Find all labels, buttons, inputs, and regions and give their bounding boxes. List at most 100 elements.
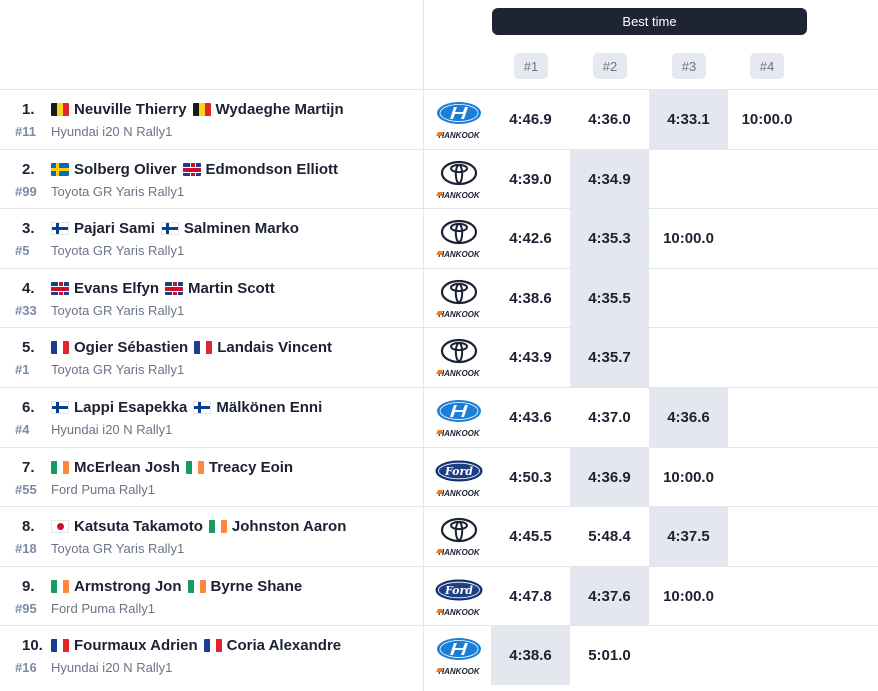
- run-header-2[interactable]: #2: [593, 53, 627, 79]
- flag-ie-icon: [208, 520, 227, 534]
- flag-fr-icon: [194, 341, 213, 355]
- table-row[interactable]: 7. #55 McErlean Josh Treacy Eoin Ford Pu…: [0, 446, 878, 507]
- car-model: Hyundai i20 N Rally1: [51, 422, 173, 437]
- car-number: #55: [15, 481, 37, 497]
- codriver-name[interactable]: Salminen Marko: [183, 220, 299, 238]
- run-header-3[interactable]: #3: [672, 53, 706, 79]
- table-row[interactable]: 1. #11 Neuville Thierry Wydaeghe Martijn…: [0, 89, 878, 149]
- column-divider: [423, 0, 424, 691]
- crew[interactable]: Solberg Oliver Edmondson Elliott: [51, 161, 344, 178]
- run-time-1: 4:46.9: [509, 111, 552, 128]
- driver-name[interactable]: McErlean Josh: [74, 458, 180, 476]
- table-row[interactable]: 8. #18 Katsuta Takamoto Johnston Aaron T…: [0, 506, 878, 567]
- flag-ie-icon: [51, 460, 69, 474]
- run-time-2: 4:35.7: [570, 328, 649, 388]
- flag-fi-icon: [193, 401, 212, 414]
- codriver-name[interactable]: Edmondson Elliott: [205, 160, 339, 178]
- svg-text:HANKOOK: HANKOOK: [438, 310, 481, 319]
- driver-name[interactable]: Ogier Sébastien: [74, 339, 189, 357]
- hyundai-logo-icon: HANKOOK: [436, 102, 481, 140]
- toyota-logo-icon: HANKOOK: [436, 518, 481, 557]
- driver-name[interactable]: Evans Elfyn: [74, 279, 160, 297]
- codriver-name[interactable]: Martin Scott: [188, 279, 275, 297]
- codriver-name[interactable]: Wydaeghe Martijn: [215, 101, 344, 118]
- codriver-name[interactable]: Byrne Shane: [210, 577, 303, 595]
- crew[interactable]: Ogier Sébastien Landais Vincent: [51, 339, 338, 356]
- run-time-2: 4:36.0: [588, 111, 631, 128]
- flag-ie-icon: [51, 579, 69, 593]
- run-time-3: [649, 626, 728, 685]
- codriver-name[interactable]: Mälkönen Enni: [216, 399, 323, 416]
- run-time-4: [728, 626, 806, 685]
- toyota-logo-icon: HANKOOK: [436, 220, 481, 259]
- flag-fi-icon: [51, 222, 69, 236]
- driver-name[interactable]: Armstrong Jon: [74, 577, 182, 595]
- svg-text:HANKOOK: HANKOOK: [438, 250, 481, 259]
- car-number: #95: [15, 600, 37, 616]
- run-time-2: 4:37.0: [588, 409, 631, 426]
- table-row[interactable]: 3. #5 Pajari Sami Salminen Marko Toyota …: [0, 208, 878, 269]
- driver-name[interactable]: Solberg Oliver: [74, 160, 177, 178]
- table-row[interactable]: 9. #95 Armstrong Jon Byrne Shane Ford Pu…: [0, 565, 878, 626]
- crew[interactable]: Lappi Esapekka Mälkönen Enni: [51, 399, 328, 416]
- crew[interactable]: Pajari Sami Salminen Marko: [51, 220, 305, 237]
- flag-gb-icon: [182, 162, 201, 176]
- table-row[interactable]: 2. #99 Solberg Oliver Edmondson Elliott …: [0, 148, 878, 209]
- car-number: #18: [15, 541, 37, 557]
- run-time-3: [649, 150, 728, 209]
- flag-ie-icon: [187, 579, 206, 593]
- table-row[interactable]: 10. #16 Fourmaux Adrien Coria Alexandre …: [0, 625, 878, 686]
- driver-name[interactable]: Pajari Sami: [74, 220, 155, 238]
- flag-fr-icon: [51, 639, 69, 653]
- car-model: Toyota GR Yaris Rally1: [51, 302, 185, 318]
- svg-text:HANKOOK: HANKOOK: [438, 191, 481, 200]
- crew[interactable]: McErlean Josh Treacy Eoin: [51, 459, 299, 476]
- driver-name[interactable]: Katsuta Takamoto: [74, 518, 203, 536]
- run-time-4: [728, 269, 806, 328]
- run-header-4[interactable]: #4: [750, 53, 784, 79]
- crew[interactable]: Armstrong Jon Byrne Shane: [51, 578, 308, 595]
- codriver-name[interactable]: Coria Alexandre: [226, 637, 342, 655]
- codriver-name[interactable]: Landais Vincent: [217, 339, 332, 357]
- hyundai-logo-icon: HANKOOK: [436, 400, 481, 438]
- toyota-logo-icon: HANKOOK: [436, 279, 481, 319]
- car-number: #33: [15, 302, 37, 318]
- position: 8.: [22, 518, 35, 536]
- driver-name[interactable]: Fourmaux Adrien: [74, 637, 198, 655]
- table-row[interactable]: 4. #33 Evans Elfyn Martin Scott Toyota G…: [0, 267, 878, 328]
- run-time-2: 4:36.9: [570, 447, 649, 507]
- codriver-name[interactable]: Treacy Eoin: [208, 458, 294, 476]
- run-time-2: 5:48.4: [588, 528, 631, 546]
- run-time-2: 4:35.3: [570, 209, 649, 269]
- driver-name[interactable]: Lappi Esapekka: [74, 399, 188, 416]
- run-time-4: [728, 448, 806, 507]
- table-row[interactable]: 6. #4 Lappi Esapekka Mälkönen Enni Hyund…: [0, 387, 878, 447]
- ford-logo-icon: Ford HANKOOK: [435, 460, 483, 498]
- run-time-4: [728, 209, 806, 268]
- crew[interactable]: Evans Elfyn Martin Scott: [51, 280, 281, 297]
- toyota-logo-icon: HANKOOK: [436, 160, 481, 200]
- flag-jp-icon: [51, 520, 69, 534]
- crew[interactable]: Neuville Thierry Wydaeghe Martijn: [51, 101, 350, 118]
- crew[interactable]: Katsuta Takamoto Johnston Aaron: [51, 518, 352, 535]
- run-time-1: 4:43.6: [509, 409, 552, 426]
- run-time-4: [728, 150, 806, 209]
- svg-text:HANKOOK: HANKOOK: [438, 608, 481, 617]
- best-time-header: Best time: [492, 8, 807, 35]
- car-model: Toyota GR Yaris Rally1: [51, 362, 185, 378]
- codriver-name[interactable]: Johnston Aaron: [231, 518, 347, 536]
- run-time-4: [728, 328, 806, 387]
- car-number: #99: [15, 183, 37, 199]
- run-header-1[interactable]: #1: [514, 53, 548, 79]
- flag-gb-icon: [51, 281, 69, 295]
- flag-fi-icon: [51, 401, 69, 414]
- flag-se-icon: [51, 162, 69, 176]
- ford-logo-icon: Ford HANKOOK: [435, 579, 483, 617]
- position: 7.: [22, 458, 35, 476]
- svg-text:HANKOOK: HANKOOK: [438, 667, 481, 676]
- driver-name[interactable]: Neuville Thierry: [74, 101, 187, 118]
- crew[interactable]: Fourmaux Adrien Coria Alexandre: [51, 637, 347, 654]
- run-time-4: [728, 507, 806, 566]
- run-time-1: 4:43.9: [509, 349, 552, 367]
- table-row[interactable]: 5. #1 Ogier Sébastien Landais Vincent To…: [0, 327, 878, 388]
